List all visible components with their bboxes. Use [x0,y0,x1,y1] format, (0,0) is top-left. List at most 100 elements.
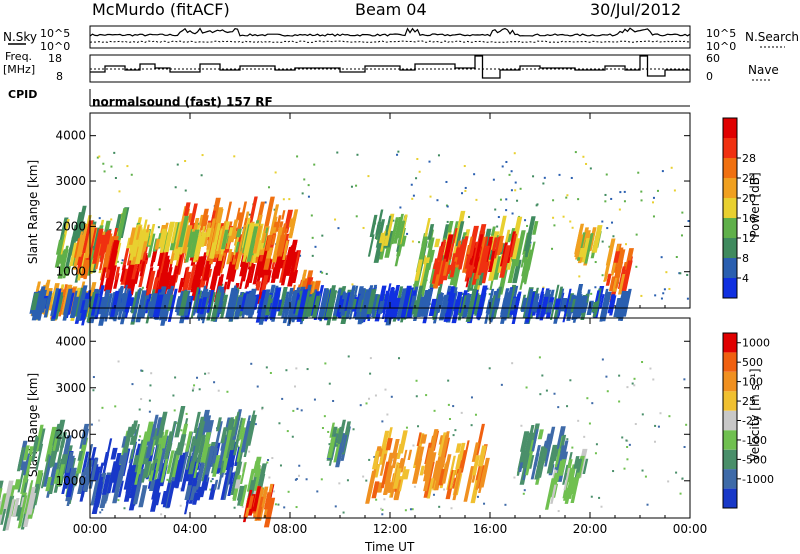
scatter-cell [557,510,560,513]
range-cell [117,480,124,498]
scatter-cell [321,234,324,237]
scatter-cell [562,215,565,218]
scatter-cell [217,389,220,392]
scatter-cell [635,265,638,268]
range-cell [227,454,232,463]
range-cell [210,292,222,322]
scatter-cell [505,198,508,201]
scatter-cell [679,272,682,275]
scatter-cell [412,194,415,197]
scatter-cell [447,403,450,406]
range-cell [292,270,299,284]
x-tick-label: 00:00 [73,522,108,536]
range-cell [391,439,400,459]
range-cell [213,421,223,451]
range-cell [58,217,69,246]
range-cell [244,299,251,313]
range-cell [166,481,176,508]
range-cell [132,290,141,319]
scatter-cell [121,259,124,262]
range-cell [173,455,184,488]
range-cell [237,218,243,230]
power-colorbar-tick-label: 4 [742,272,749,285]
scatter-cell [166,478,169,481]
scatter-cell [523,489,526,492]
scatter-cell [191,389,194,392]
range-cell [245,414,257,446]
range-cell [517,451,526,470]
scatter-cell [347,355,350,358]
scatter-cell [612,235,615,238]
scatter-cell [483,502,486,505]
scatter-cell [175,422,178,425]
range-cell [157,411,168,438]
scatter-cell [211,477,214,480]
range-cell [252,225,263,254]
scatter-cell [185,412,188,415]
range-cell [92,466,101,481]
scatter-cell [412,444,415,447]
range-cell [35,443,44,471]
scatter-cell [428,160,431,163]
range-cell [160,250,169,279]
range-cell [438,435,444,445]
scatter-cell [608,245,611,248]
scatter-cell [661,170,664,173]
scatter-cell [631,382,634,385]
scatter-cell [272,490,275,493]
scatter-cell [668,415,671,418]
range-cell [232,489,238,499]
range-cell [22,445,30,461]
y-tick-label: 4000 [55,129,86,143]
range-cell [555,445,565,476]
scatter-cell [520,424,523,427]
range-cell [397,220,406,246]
scatter-cell [595,443,598,446]
scatter-cell [464,186,467,189]
range-cell [160,458,169,483]
range-cell [549,284,560,320]
scatter-cell [641,413,644,416]
y-tick-label: 3000 [55,381,86,395]
scatter-cell [226,390,229,393]
range-cell [22,455,33,483]
range-cell [242,415,251,446]
range-cell [255,289,267,323]
scatter-cell [413,485,416,488]
scatter-cell [476,495,479,498]
scatter-cell [295,506,298,509]
scatter-cell [174,376,177,379]
velocity-colorbar-tick-label: -500 [742,453,767,466]
freq-tick-bottom: 8 [56,70,63,83]
scatter-cell [192,387,195,390]
power-colorbar-swatch [723,238,737,258]
scatter-cell [201,154,204,157]
scatter-cell [323,415,326,418]
range-cell [118,455,125,464]
scatter-cell [501,165,504,168]
range-cell [226,265,235,290]
noise-sky-line [89,27,691,37]
range-cell [459,239,467,256]
range-cell [108,253,117,280]
scatter-cell [683,378,686,381]
scatter-cell [307,184,310,187]
range-cell [253,294,260,310]
scatter-cell [90,423,93,426]
range-cell [170,269,178,289]
velocity-colorbar-swatch [723,333,737,353]
power-colorbar-tick-label: 28 [742,152,756,165]
range-cell [499,245,511,278]
range-cell [544,478,555,510]
scatter-cell [611,221,614,224]
scatter-cell [601,274,604,277]
scatter-cell [618,208,621,211]
range-cell [571,284,584,320]
velocity-colorbar-swatch [723,391,737,411]
range-cell [452,468,463,501]
range-cell [616,290,625,317]
scatter-cell [131,383,134,386]
scatter-cell [196,376,199,379]
scatter-cell [659,412,662,415]
scatter-cell [675,256,678,259]
